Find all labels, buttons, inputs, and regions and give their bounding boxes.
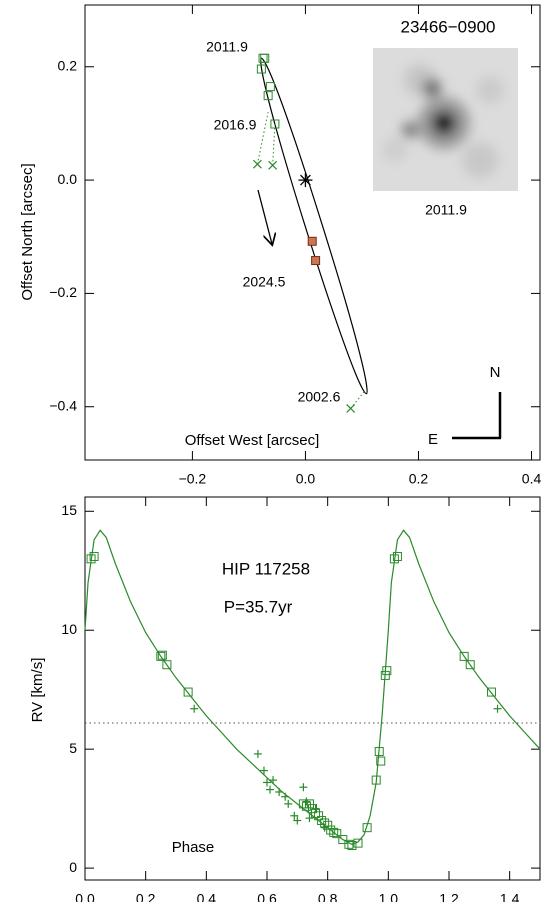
page: −0.2 0.0 0.2 0.4 −0.4 −0.2 0.0 0.2 23466−0900 201…	[0, 0, 553, 902]
plus-marker	[281, 793, 289, 801]
y-tick-label: 5	[69, 740, 77, 756]
xlabel: Phase	[172, 839, 215, 856]
y-tick-label: 10	[61, 621, 77, 637]
plus-marker	[494, 705, 502, 713]
title: 23466−0900	[400, 17, 495, 36]
figure: −0.2 0.0 0.2 0.4 −0.4 −0.2 0.0 0.2 23466−0900 201…	[0, 0, 553, 902]
subtitle: P=35.7yr	[224, 597, 293, 616]
x-tick-label: 0.4	[522, 471, 542, 487]
x-tick-label: 0.2	[136, 891, 156, 902]
y-tick-label: 0	[69, 859, 77, 875]
plus-marker	[275, 788, 283, 796]
plus-marker	[284, 800, 292, 808]
annotation: 2011.9	[425, 202, 467, 218]
annotation: 2002.6	[298, 389, 341, 405]
x-tick-label: −0.2	[179, 471, 207, 487]
plus-marker	[266, 786, 274, 794]
series-line	[85, 530, 540, 844]
y-tick-label: 0.0	[58, 171, 78, 187]
orbit	[261, 58, 367, 393]
series-line	[257, 112, 364, 408]
compass: N	[490, 364, 501, 381]
square-marker	[266, 83, 274, 91]
x-tick-label: 0.8	[318, 891, 338, 902]
plus-marker	[299, 783, 307, 791]
x-tick-label: 1.2	[439, 891, 459, 902]
annotation: 2016.9	[214, 117, 257, 133]
x-tick-label: 0.0	[75, 891, 95, 902]
plus-marker	[254, 750, 262, 758]
square-marker	[308, 237, 316, 245]
compass: E	[428, 431, 438, 448]
xlabel: Offset West [arcsec]	[185, 432, 320, 449]
annotation: 2024.5	[243, 274, 286, 290]
y-tick-label: −0.2	[49, 284, 77, 300]
speckle-image	[373, 48, 518, 191]
y-tick-label: 0.2	[58, 57, 78, 73]
x-tick-label: 0.0	[296, 471, 316, 487]
plus-marker	[190, 705, 198, 713]
x-tick-label: 0.2	[409, 471, 429, 487]
y-axis-label: Offset North [arcsec]	[19, 163, 36, 300]
x-tick-label: 0.6	[257, 891, 277, 902]
y-tick-label: −0.4	[49, 397, 77, 413]
annotation: 2011.9	[206, 39, 248, 55]
x-tick-label: 1.4	[500, 891, 520, 902]
x-tick-label: 1.0	[379, 891, 399, 902]
primary-star	[298, 173, 312, 187]
square-marker	[312, 257, 320, 265]
plus-marker	[260, 767, 268, 775]
y-axis-label: RV [km/s]	[29, 658, 46, 723]
motion-arrow	[258, 190, 272, 244]
y-tick-label: 15	[61, 502, 77, 518]
plot-frame	[85, 497, 540, 880]
x-tick-label: 0.4	[197, 891, 217, 902]
title: HIP 117258	[222, 559, 310, 578]
